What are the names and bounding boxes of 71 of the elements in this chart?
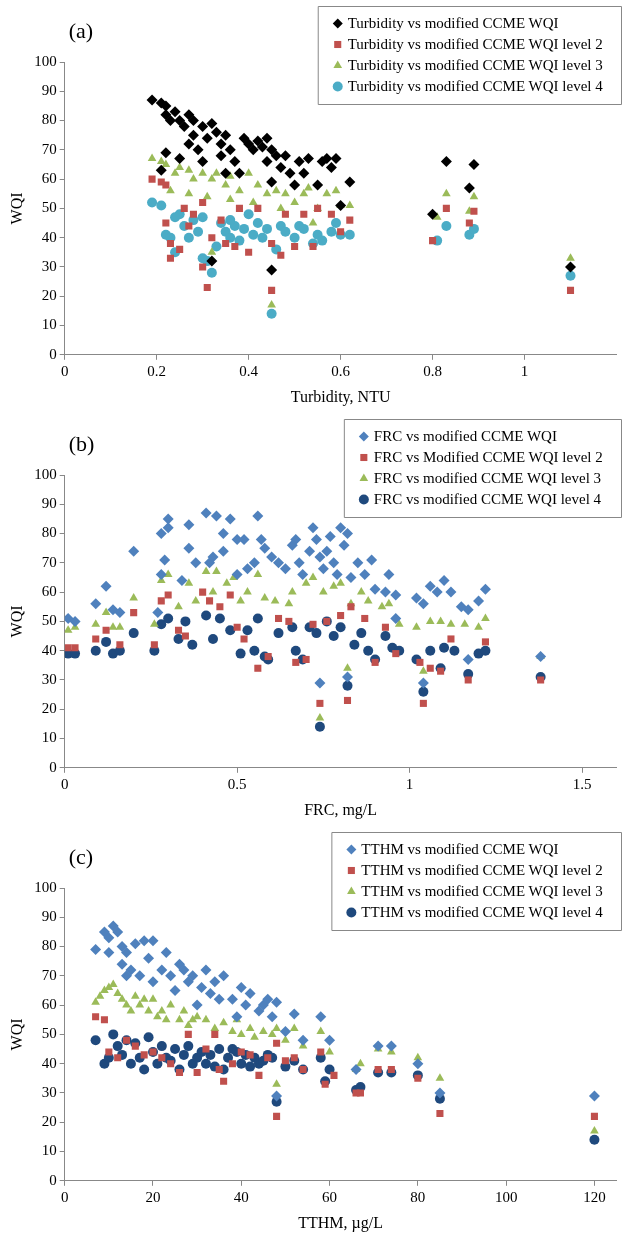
y-tick-label: 0 <box>49 345 57 362</box>
legend-label: FRC vs modified CCME WQI level 4 <box>373 491 602 508</box>
x-tick-label: 0.5 <box>227 775 247 792</box>
y-tick-label: 70 <box>41 553 57 570</box>
x-tick-label: 20 <box>145 1188 161 1205</box>
x-tick-label: 80 <box>410 1188 426 1205</box>
y-tick-label: 20 <box>41 1113 57 1130</box>
legend-label: Turbidity vs modified CCME WQI level 2 <box>347 36 603 53</box>
y-axis-title: WQI <box>7 192 25 225</box>
x-tick-label: 0 <box>60 775 69 792</box>
y-tick-label: 50 <box>41 1025 57 1042</box>
y-tick-label: 100 <box>34 878 57 895</box>
y-tick-label: 60 <box>41 583 57 600</box>
legend-label: TTHM vs modified CCME WQI level 2 <box>361 862 603 879</box>
y-tick-label: 100 <box>34 52 57 69</box>
x-tick-label: 1 <box>520 362 529 379</box>
y-tick-label: 20 <box>41 287 57 304</box>
y-axis-title: WQI <box>7 605 25 638</box>
x-tick-label: 0.2 <box>147 362 167 379</box>
y-tick-label: 90 <box>41 82 57 99</box>
y-tick-label: 80 <box>41 111 57 128</box>
y-tick-label: 10 <box>41 729 57 746</box>
legend-label: TTHM vs modified CCME WQI <box>361 841 559 858</box>
y-tick-label: 80 <box>41 937 57 954</box>
y-tick-label: 70 <box>41 966 57 983</box>
x-axis-title: FRC, mg/L <box>304 800 378 819</box>
x-axis-title: TTHM, µg/L <box>298 1213 383 1232</box>
x-tick-label: 100 <box>494 1188 518 1205</box>
y-axis-title: WQI <box>7 1018 25 1051</box>
legend-label: TTHM vs modified CCME WQI level 3 <box>361 883 603 900</box>
y-tick-label: 100 <box>34 465 57 482</box>
x-tick-label: 60 <box>322 1188 338 1205</box>
x-tick-label: 0.4 <box>239 362 259 379</box>
chart-title: (b) <box>68 431 95 456</box>
y-tick-label: 80 <box>41 524 57 541</box>
x-tick-label: 120 <box>583 1188 606 1205</box>
y-tick-label: 50 <box>41 199 57 216</box>
y-tick-label: 0 <box>49 758 57 775</box>
y-tick-label: 40 <box>41 1054 57 1071</box>
x-tick-label: 0.6 <box>331 362 351 379</box>
y-tick-label: 30 <box>41 1083 57 1100</box>
y-tick-label: 30 <box>41 670 57 687</box>
chart-title: (c) <box>68 844 94 869</box>
chart-title: (a) <box>68 18 94 43</box>
legend-label: FRC vs modified CCME WQI level 3 <box>373 470 602 487</box>
x-tick-label: 1.5 <box>572 775 592 792</box>
y-tick-label: 60 <box>41 170 57 187</box>
y-tick-label: 90 <box>41 908 57 925</box>
legend-label: FRC vs modified CCME WQI <box>373 428 557 445</box>
x-tick-label: 0 <box>60 1188 69 1205</box>
legend-label: FRC vs Modified CCME WQI level 2 <box>373 449 603 466</box>
y-tick-label: 90 <box>41 495 57 512</box>
x-tick-label: 0 <box>60 362 69 379</box>
x-tick-label: 1 <box>405 775 414 792</box>
y-tick-label: 60 <box>41 996 57 1013</box>
y-tick-label: 70 <box>41 140 57 157</box>
y-tick-label: 10 <box>41 1142 57 1159</box>
x-axis-title: Turbidity, NTU <box>290 387 391 406</box>
legend-label: TTHM vs modified CCME WQI level 4 <box>361 904 604 921</box>
y-tick-label: 40 <box>41 641 57 658</box>
legend-label: Turbidity vs modified CCME WQI <box>347 15 559 32</box>
y-tick-label: 40 <box>41 228 57 245</box>
y-tick-label: 30 <box>41 257 57 274</box>
x-tick-label: 0.8 <box>423 362 442 379</box>
y-tick-label: 20 <box>41 700 57 717</box>
legend-label: Turbidity vs modified CCME WQI level 4 <box>347 78 604 95</box>
y-tick-label: 10 <box>41 316 57 333</box>
legend-label: Turbidity vs modified CCME WQI level 3 <box>347 57 603 74</box>
y-tick-label: 50 <box>41 612 57 629</box>
x-tick-label: 40 <box>233 1188 249 1205</box>
y-tick-label: 0 <box>49 1171 57 1188</box>
